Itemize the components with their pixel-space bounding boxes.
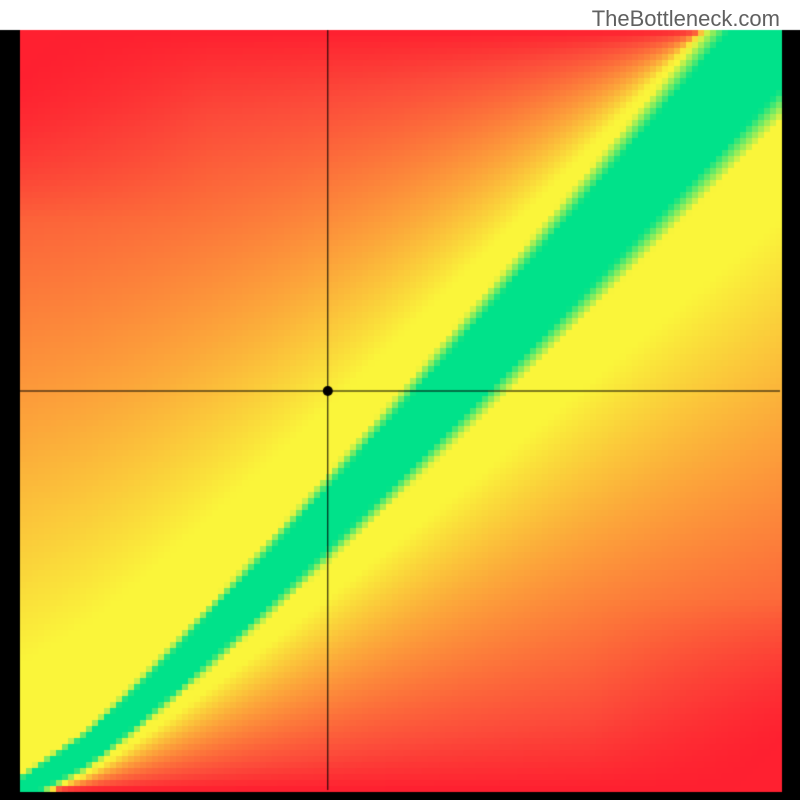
- bottleneck-heatmap: [0, 0, 800, 800]
- chart-container: TheBottleneck.com: [0, 0, 800, 800]
- watermark-text: TheBottleneck.com: [592, 6, 780, 32]
